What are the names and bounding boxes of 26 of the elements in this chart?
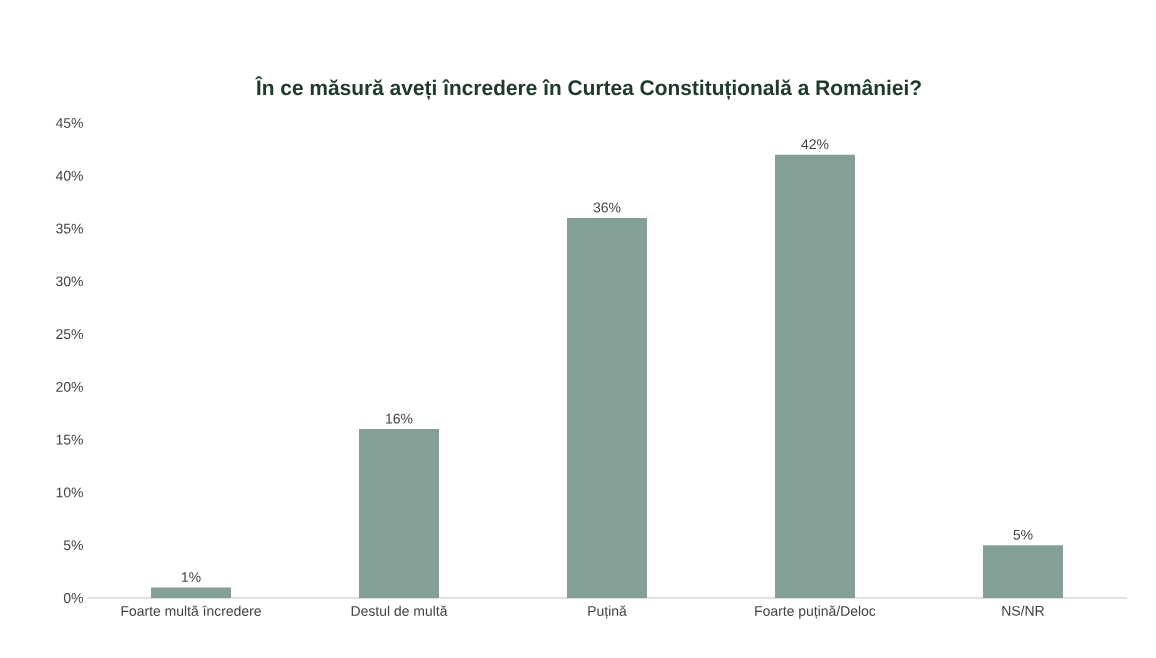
bar [774,154,855,598]
bar [358,429,439,598]
x-tick-label: Puțină [588,605,627,619]
y-tick-label: 40% [55,170,83,181]
data-label: 42% [801,139,829,150]
y-tick-label: 15% [56,434,83,445]
x-tick-label: NS/NR [1002,605,1045,616]
data-label: 36% [593,202,621,213]
y-tick-label: 45% [55,118,83,128]
y-tick-label: 20% [56,381,83,392]
y-tick-label: 10% [56,487,83,498]
data-label: 5% [1013,529,1033,540]
y-tick-label: 25% [56,329,83,340]
bar [566,218,647,598]
x-tick-label: Destul de multă [351,605,448,616]
y-tick-label: 30% [56,276,83,287]
x-tick-label: Foarte multă încredere [121,605,261,616]
y-tick-label: 5% [63,540,83,551]
y-tick-label: 35% [56,223,83,234]
bar [982,545,1063,598]
x-tick-label: Foarte puțină/Deloc [755,605,876,619]
data-label: 16% [386,413,413,424]
chart-title: În ce măsură aveți încredere în Curtea Constituțională a României? [255,76,921,100]
data-label: 1% [181,572,201,582]
bar [151,587,231,598]
y-tick-label: 0% [63,593,83,603]
